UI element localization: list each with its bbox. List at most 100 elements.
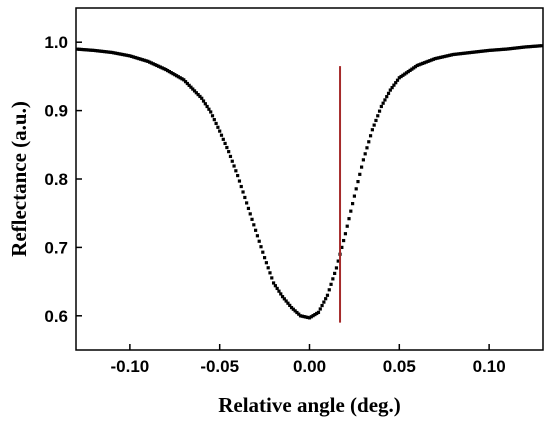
data-point xyxy=(81,47,85,52)
data-point xyxy=(426,59,430,63)
data-point xyxy=(157,64,161,68)
data-point xyxy=(254,228,258,232)
data-point xyxy=(218,129,222,133)
data-point xyxy=(261,250,265,254)
data-point xyxy=(363,152,367,156)
data-point xyxy=(478,49,482,54)
data-point xyxy=(176,75,180,79)
data-point xyxy=(293,309,297,313)
data-point xyxy=(525,45,529,49)
data-point xyxy=(329,282,333,286)
data-point xyxy=(262,256,267,260)
data-point xyxy=(408,68,412,72)
data-point xyxy=(79,47,83,52)
y-tick-label: 1.0 xyxy=(44,33,68,52)
data-point xyxy=(110,50,114,55)
data-point xyxy=(379,104,383,109)
data-point xyxy=(223,141,227,146)
data-point xyxy=(372,123,376,127)
data-point xyxy=(210,114,215,118)
data-point xyxy=(485,49,489,53)
data-point xyxy=(209,110,213,114)
data-point xyxy=(501,47,506,51)
data-point xyxy=(92,48,96,53)
data-point xyxy=(270,276,274,280)
data-point xyxy=(455,52,459,56)
data-point xyxy=(532,44,536,48)
data-point xyxy=(131,55,136,59)
y-axis-label: Reflectance (a.u.) xyxy=(7,101,31,257)
data-point xyxy=(282,297,286,301)
data-point xyxy=(507,47,511,51)
data-point xyxy=(494,48,498,52)
data-point xyxy=(446,54,450,58)
data-point xyxy=(352,194,357,198)
data-point xyxy=(395,78,400,82)
data-point xyxy=(106,50,110,54)
data-point xyxy=(148,60,152,64)
data-point xyxy=(465,51,470,55)
data-point xyxy=(386,91,391,95)
data-point xyxy=(149,61,154,65)
data-point xyxy=(397,76,401,80)
data-point xyxy=(343,232,348,236)
data-point xyxy=(347,217,351,221)
data-point xyxy=(399,74,403,79)
data-point xyxy=(142,58,146,62)
data-point xyxy=(528,44,533,49)
data-point xyxy=(388,88,392,92)
data-point xyxy=(361,158,365,162)
data-point xyxy=(521,45,525,49)
data-point xyxy=(230,159,234,163)
data-point xyxy=(277,289,281,293)
data-point xyxy=(518,46,522,50)
data-point xyxy=(133,55,137,60)
data-point xyxy=(482,49,486,53)
data-point xyxy=(187,83,191,87)
data-point xyxy=(456,52,461,56)
data-point xyxy=(307,316,312,320)
data-point xyxy=(381,101,385,105)
data-point xyxy=(201,99,206,103)
data-point xyxy=(320,303,324,308)
data-point xyxy=(289,305,294,310)
data-point xyxy=(401,73,405,77)
data-point xyxy=(171,72,175,76)
data-point xyxy=(349,209,353,213)
data-point xyxy=(295,310,299,315)
data-point xyxy=(351,202,355,206)
data-point xyxy=(228,154,233,159)
x-tick-label: 0.05 xyxy=(383,357,416,376)
data-point xyxy=(268,271,272,275)
data-point xyxy=(241,190,245,194)
data-point xyxy=(376,114,380,118)
data-point xyxy=(334,266,339,270)
data-point xyxy=(496,48,500,52)
data-point xyxy=(306,315,310,320)
data-point xyxy=(151,62,155,66)
data-point xyxy=(467,51,471,55)
data-point xyxy=(137,57,141,61)
data-point xyxy=(95,49,100,53)
data-point xyxy=(500,47,504,52)
data-point xyxy=(406,70,410,74)
data-point xyxy=(140,58,145,62)
data-point xyxy=(316,310,321,314)
data-point xyxy=(539,44,543,48)
data-point xyxy=(219,133,224,137)
data-point xyxy=(394,81,398,85)
data-point xyxy=(158,65,163,69)
data-point xyxy=(192,89,197,93)
data-point xyxy=(180,77,184,81)
data-point xyxy=(469,50,473,55)
data-point xyxy=(284,299,288,303)
data-point xyxy=(288,303,292,308)
data-point xyxy=(275,286,279,291)
data-point xyxy=(512,46,516,50)
data-point xyxy=(412,66,416,70)
x-tick-label: -0.05 xyxy=(200,357,239,376)
data-point xyxy=(164,67,168,72)
data-point xyxy=(417,63,421,67)
data-point xyxy=(510,46,515,51)
data-point xyxy=(264,261,268,265)
